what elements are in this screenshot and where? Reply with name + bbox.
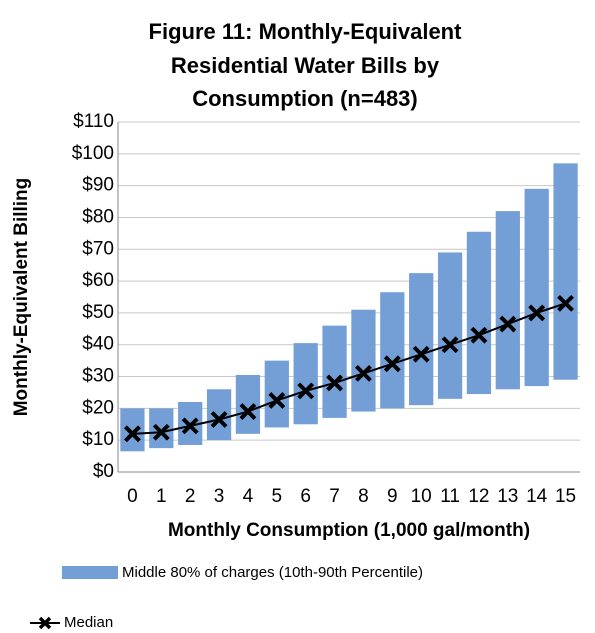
y-tick-label: $50: [82, 302, 114, 323]
median-marker: [383, 355, 401, 373]
x-tick-label: 6: [300, 486, 311, 507]
median-marker: [152, 423, 170, 441]
range-bar: [149, 408, 174, 449]
y-tick-label: $10: [82, 429, 114, 450]
median-marker: [124, 425, 141, 443]
y-tick-label: $90: [82, 175, 114, 196]
x-tick-label: 13: [497, 486, 518, 507]
y-tick-label: $30: [82, 366, 114, 387]
median-marker: [557, 294, 574, 312]
legend-marker: [38, 616, 52, 630]
y-tick-label: $0: [93, 461, 114, 482]
y-tick-label: $40: [82, 334, 114, 355]
range-bar: [437, 252, 463, 399]
legend-swatch: [62, 566, 118, 579]
median-marker: [297, 382, 315, 400]
range-bar: [235, 374, 261, 434]
x-tick-label: 12: [468, 486, 489, 507]
range-bar: [524, 188, 549, 387]
range-bar: [293, 343, 318, 425]
y-axis-title: Monthly-Equivalent Billing: [11, 178, 32, 417]
x-axis-title: Monthly Consumption (1,000 gal/month): [168, 520, 530, 541]
y-tick-label: $100: [72, 143, 114, 164]
x-tick-label: 7: [329, 486, 340, 507]
range-bar: [322, 325, 347, 418]
median-line: [132, 302, 566, 435]
median-marker: [528, 304, 546, 322]
median-marker: [210, 411, 228, 428]
y-tick-label: $110: [73, 111, 114, 132]
median-marker: [441, 336, 459, 354]
x-tick-label: 10: [411, 486, 432, 507]
x-tick-label: 2: [185, 486, 196, 507]
x-tick-label: 15: [555, 486, 576, 507]
median-marker: [355, 364, 372, 382]
chart-title: Residential Water Bills by: [171, 53, 440, 78]
range-bar: [264, 360, 289, 428]
y-tick-label: $60: [82, 270, 114, 291]
median-marker: [268, 391, 286, 409]
y-tick-label: $80: [82, 206, 114, 227]
median-marker: [239, 403, 257, 420]
median-marker: [326, 374, 343, 392]
x-tick-label: 4: [243, 486, 254, 507]
y-tick-label: $20: [82, 397, 114, 418]
x-tick-label: 5: [272, 486, 283, 507]
median-marker: [470, 326, 488, 344]
range-bar: [206, 389, 232, 441]
x-tick-label: 3: [214, 486, 225, 507]
y-tick-label: $70: [82, 238, 114, 259]
x-tick-label: 9: [387, 486, 398, 507]
x-tick-label: 0: [127, 486, 138, 507]
range-bar: [495, 211, 520, 390]
range-bar: [409, 273, 434, 406]
median-marker: [499, 315, 517, 333]
range-bar: [351, 309, 376, 412]
legend-label: Middle 80% of charges (10th-90th Percent…: [122, 564, 423, 581]
x-tick-label: 11: [440, 486, 460, 507]
chart-title: Consumption (n=483): [192, 86, 418, 111]
median-marker: [412, 345, 430, 363]
range-bar: [553, 163, 578, 380]
chart-title: Figure 11: Monthly-Equivalent: [149, 19, 463, 44]
range-bar: [380, 292, 405, 409]
x-tick-label: 14: [526, 486, 548, 507]
range-bar: [120, 408, 145, 452]
legend-label: Median: [64, 614, 113, 631]
x-tick-label: 8: [358, 486, 369, 507]
median-marker: [181, 417, 199, 435]
x-tick-label: 1: [156, 486, 167, 507]
range-bar: [466, 231, 492, 395]
